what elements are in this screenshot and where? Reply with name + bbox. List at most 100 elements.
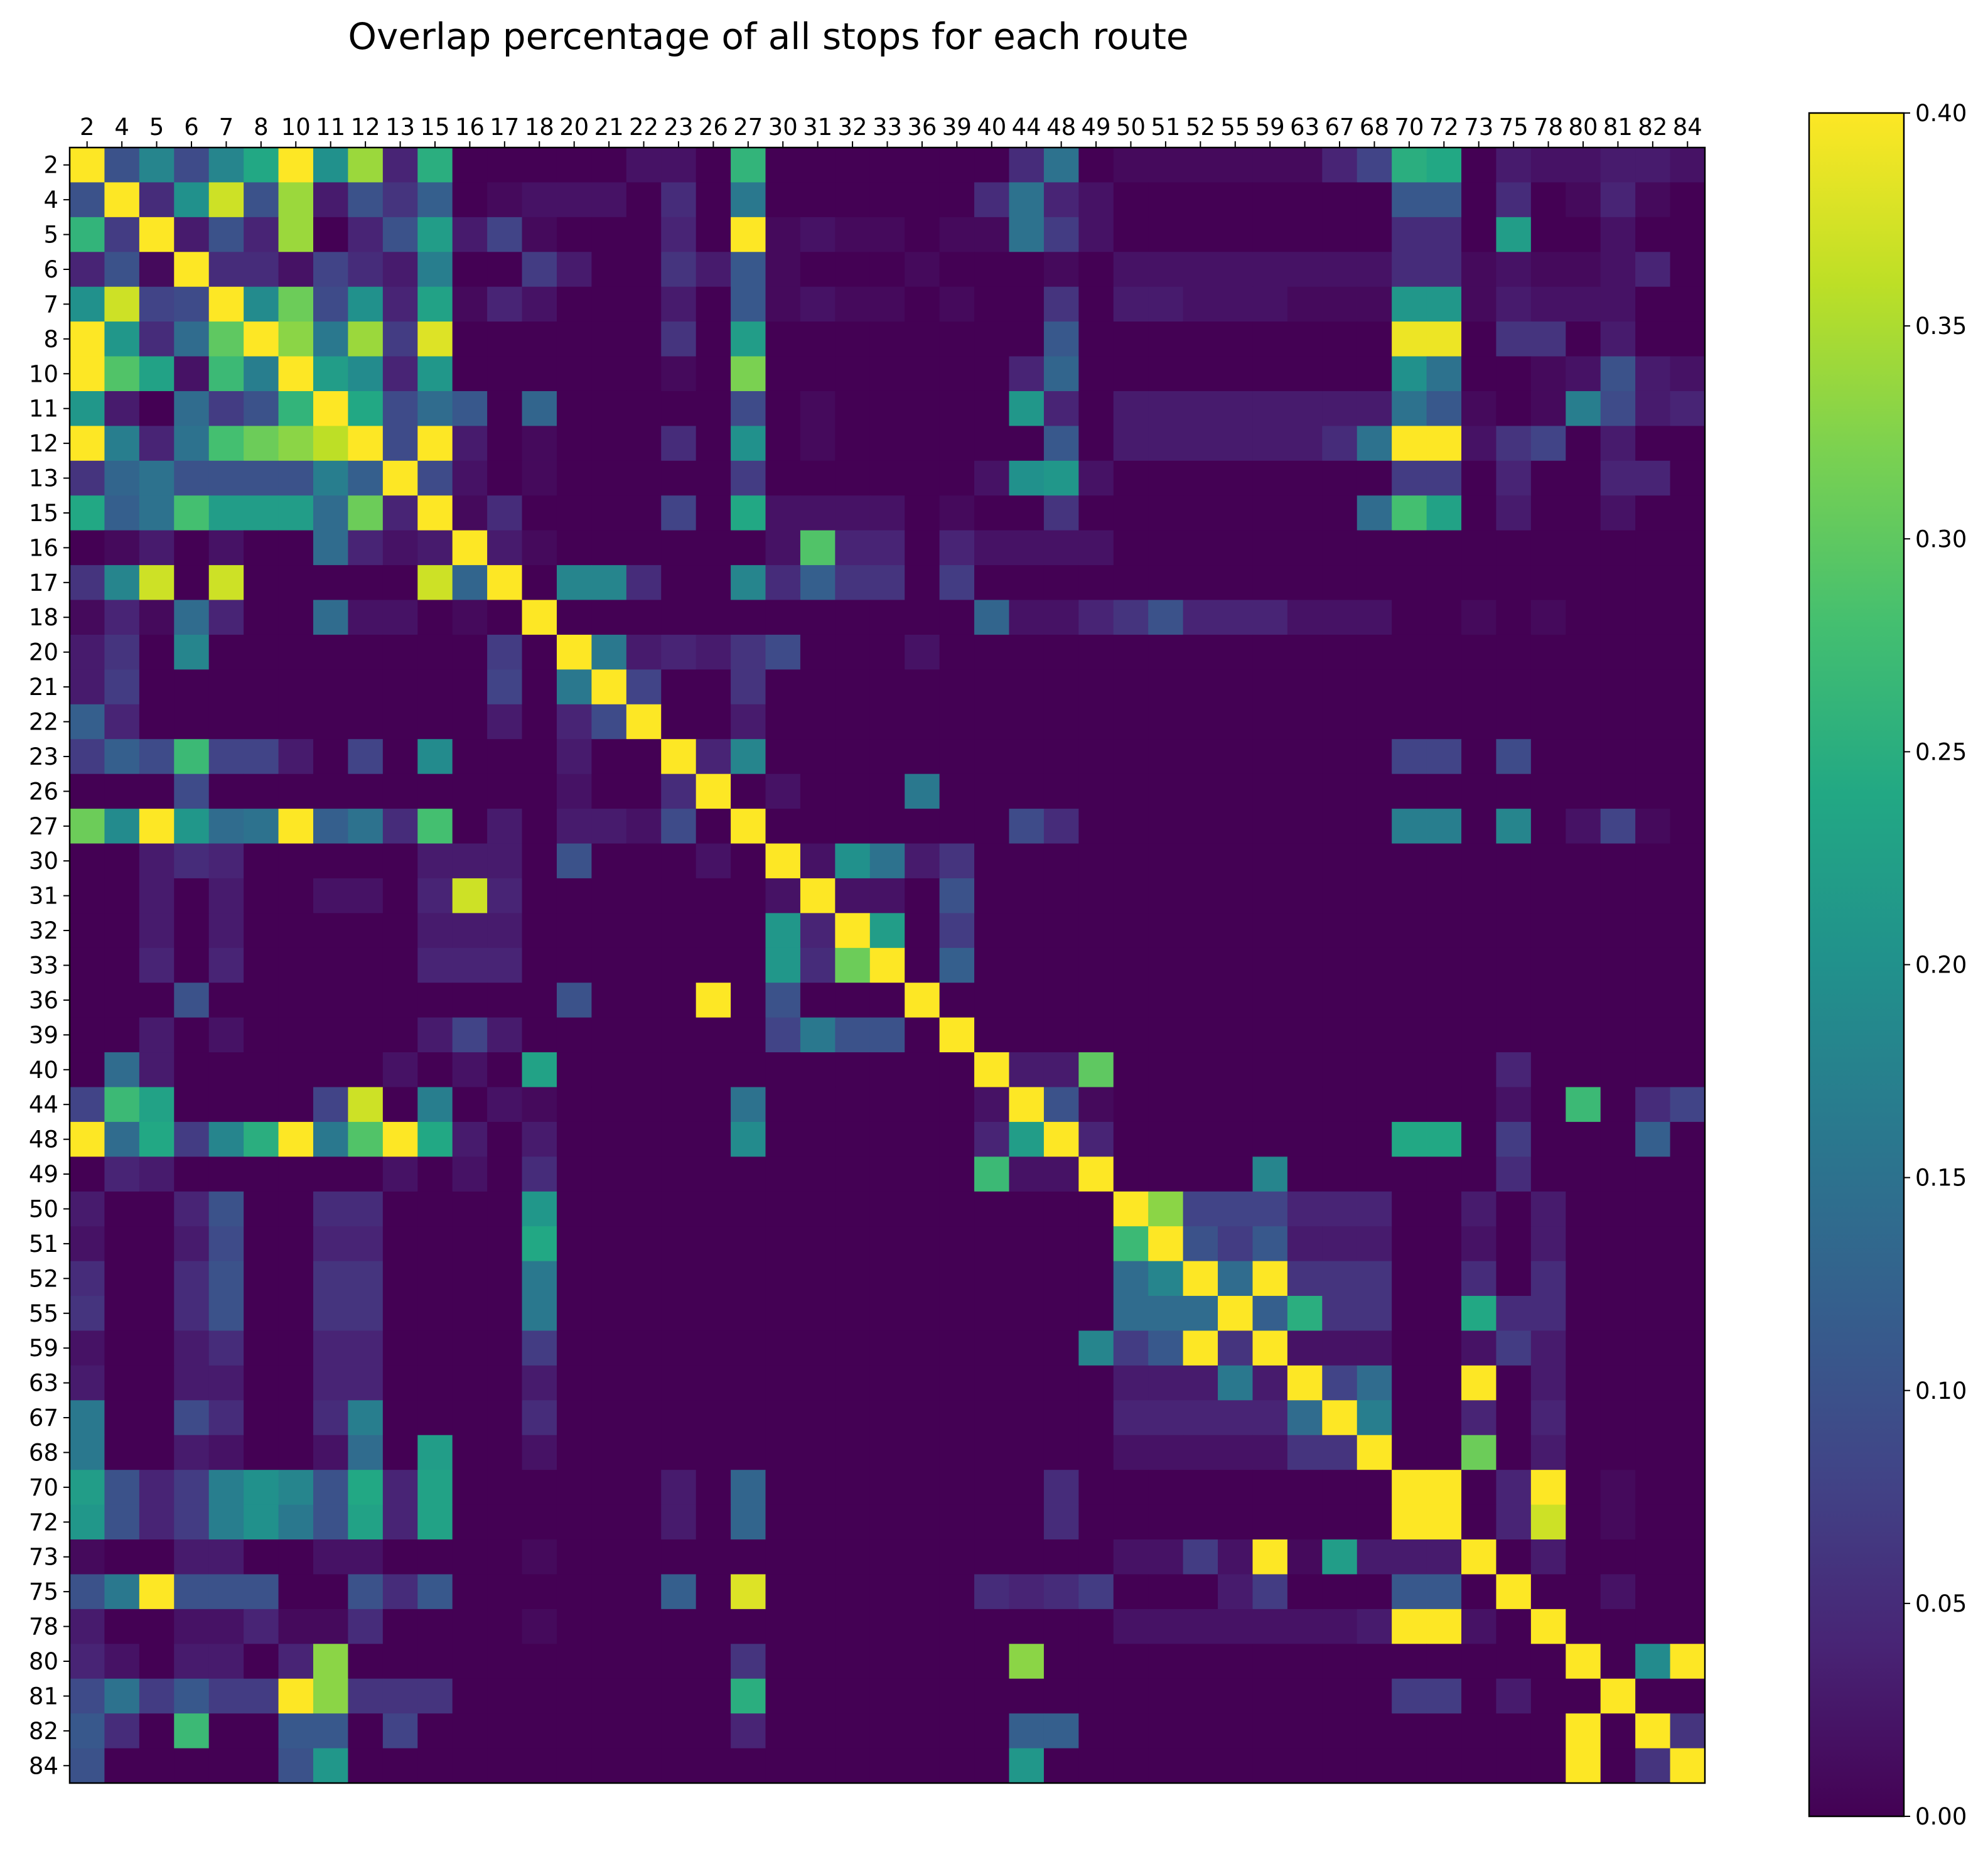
- heatmap-cell: [905, 460, 940, 496]
- heatmap-cell: [244, 843, 279, 879]
- heatmap-cell: [1600, 1504, 1636, 1540]
- heatmap-cell: [1357, 600, 1392, 635]
- heatmap-cell: [1357, 1713, 1392, 1749]
- heatmap-cell: [974, 391, 1010, 427]
- heatmap-cell: [1461, 1713, 1497, 1749]
- heatmap-cell: [765, 1052, 801, 1088]
- heatmap-cell: [104, 1052, 140, 1088]
- heatmap-cell: [1043, 634, 1079, 670]
- heatmap-cell: [1426, 217, 1462, 252]
- heatmap-cell: [1357, 1296, 1392, 1332]
- heatmap-cell: [731, 1296, 766, 1332]
- heatmap-cell: [1218, 1470, 1254, 1506]
- heatmap-cell: [1600, 1748, 1636, 1784]
- heatmap-cell: [1530, 878, 1566, 914]
- heatmap-cell: [591, 1400, 627, 1436]
- heatmap-cell: [626, 1121, 662, 1157]
- heatmap-cell: [139, 843, 175, 879]
- heatmap-cell: [974, 773, 1010, 809]
- heatmap-cell: [1530, 913, 1566, 949]
- heatmap-cell: [556, 1748, 592, 1784]
- heatmap-cell: [939, 391, 975, 427]
- heatmap-cell: [835, 1087, 871, 1123]
- heatmap-cell: [1113, 947, 1149, 983]
- heatmap-cell: [208, 1470, 244, 1506]
- heatmap-cell: [313, 217, 349, 252]
- heatmap-cell: [1357, 530, 1392, 566]
- heatmap-cell: [522, 739, 557, 775]
- heatmap-cell: [1392, 1087, 1427, 1123]
- heatmap-cell: [1530, 1678, 1566, 1714]
- heatmap-cell: [522, 947, 557, 983]
- heatmap-cell: [452, 356, 488, 392]
- y-tick-label: 2: [43, 152, 58, 179]
- heatmap-cell: [348, 1644, 384, 1679]
- heatmap-cell: [1183, 460, 1218, 496]
- heatmap-cell: [278, 1052, 314, 1088]
- heatmap-cell: [452, 530, 488, 566]
- heatmap-cell: [313, 1261, 349, 1296]
- heatmap-cell: [1113, 321, 1149, 357]
- heatmap-cell: [939, 1156, 975, 1192]
- heatmap-cell: [1670, 1121, 1706, 1157]
- heatmap-cell: [1461, 1017, 1497, 1053]
- heatmap-cell: [1287, 1470, 1323, 1506]
- heatmap-cell: [661, 1191, 697, 1227]
- heatmap-cell: [731, 530, 766, 566]
- heatmap-cell: [104, 460, 140, 496]
- x-tick-label: 13: [385, 114, 415, 141]
- heatmap-cell: [905, 148, 940, 183]
- heatmap-cell: [869, 773, 905, 809]
- heatmap-cell: [348, 1296, 384, 1332]
- heatmap-cell: [208, 739, 244, 775]
- heatmap-cell: [348, 634, 384, 670]
- heatmap-cell: [556, 669, 592, 705]
- heatmap-cell: [1530, 321, 1566, 357]
- heatmap-cell: [70, 1330, 105, 1366]
- heatmap-cell: [348, 1470, 384, 1506]
- heatmap-cell: [1078, 426, 1114, 461]
- heatmap-cell: [348, 1748, 384, 1784]
- heatmap-cell: [139, 1365, 175, 1401]
- heatmap-cell: [313, 1226, 349, 1262]
- heatmap-cell: [1218, 704, 1254, 740]
- heatmap-cell: [1357, 1504, 1392, 1540]
- heatmap-cell: [382, 913, 418, 949]
- heatmap-cell: [974, 983, 1010, 1018]
- heatmap-cell: [1600, 1435, 1636, 1470]
- heatmap-cell: [278, 1017, 314, 1053]
- heatmap-cell: [70, 426, 105, 461]
- heatmap-cell: [1357, 704, 1392, 740]
- heatmap-cell: [1043, 1017, 1079, 1053]
- x-tick-label: 16: [455, 114, 485, 141]
- heatmap-cell: [487, 1365, 523, 1401]
- heatmap-cell: [696, 426, 731, 461]
- heatmap-cell: [1426, 1713, 1462, 1749]
- heatmap-cell: [800, 148, 835, 183]
- heatmap-cell: [208, 843, 244, 879]
- heatmap-cell: [905, 1435, 940, 1470]
- heatmap-cell: [1496, 1330, 1532, 1366]
- colorbar-gradient: [1808, 112, 1905, 1818]
- heatmap-cell: [1183, 286, 1218, 322]
- heatmap-cell: [1287, 1156, 1323, 1192]
- heatmap-cell: [1043, 669, 1079, 705]
- heatmap-cell: [1566, 773, 1601, 809]
- heatmap-cell: [696, 1713, 731, 1749]
- y-tick-label: 48: [29, 1126, 58, 1153]
- heatmap-cell: [696, 1539, 731, 1575]
- heatmap-cell: [1635, 1156, 1671, 1192]
- heatmap-cell: [1635, 1330, 1671, 1366]
- heatmap-cell: [522, 182, 557, 218]
- heatmap-cell: [1496, 1400, 1532, 1436]
- heatmap-cell: [417, 1504, 453, 1540]
- heatmap-cell: [731, 1261, 766, 1296]
- heatmap-cell: [1566, 1121, 1601, 1157]
- heatmap-cell: [1392, 182, 1427, 218]
- heatmap-cell: [556, 1191, 592, 1227]
- heatmap-cell: [522, 1644, 557, 1679]
- heatmap-cell: [348, 1156, 384, 1192]
- heatmap-cell: [1113, 1539, 1149, 1575]
- heatmap-cell: [278, 182, 314, 218]
- heatmap-cell: [348, 669, 384, 705]
